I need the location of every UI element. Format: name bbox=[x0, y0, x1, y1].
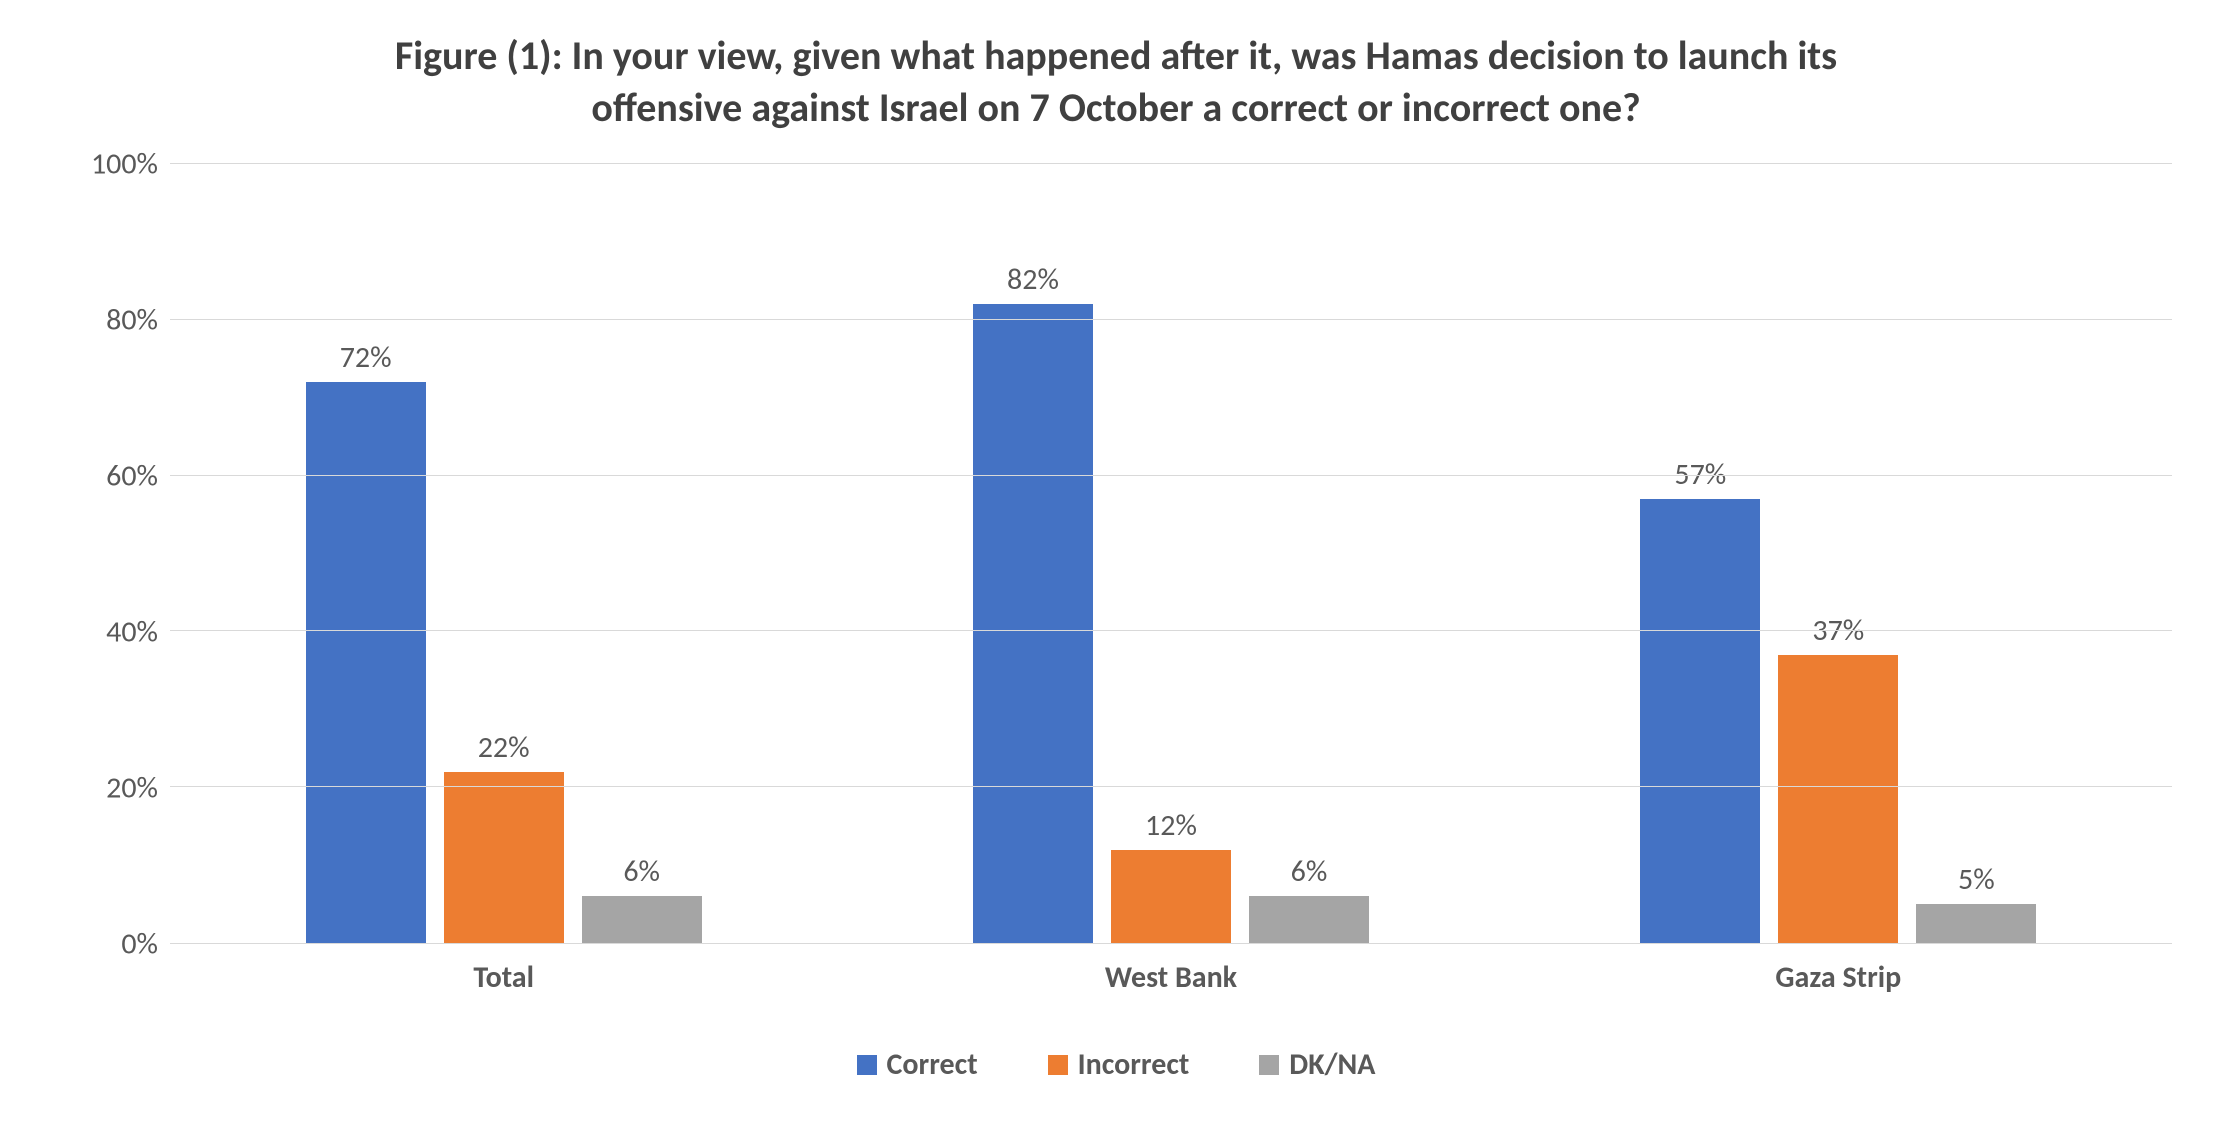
legend-label: Incorrect bbox=[1078, 1046, 1190, 1083]
y-tick-label: 20% bbox=[58, 770, 158, 807]
bar bbox=[1111, 850, 1231, 943]
y-axis: 0%20%40%60%80%100% bbox=[60, 164, 170, 944]
legend-swatch bbox=[1259, 1055, 1279, 1075]
bar-value-label: 12% bbox=[1145, 807, 1197, 844]
bar-wrap: 57% bbox=[1640, 164, 1760, 943]
y-tick-label: 80% bbox=[58, 302, 158, 339]
legend-item: Correct bbox=[857, 1046, 978, 1083]
gridline bbox=[170, 786, 2172, 787]
legend-label: Correct bbox=[887, 1046, 978, 1083]
chart-title: Figure (1): In your view, given what hap… bbox=[316, 30, 1916, 134]
bar-wrap: 72% bbox=[306, 164, 426, 943]
bar-wrap: 82% bbox=[973, 164, 1093, 943]
bar-group: 57%37% 5% bbox=[1505, 164, 2172, 943]
gridline bbox=[170, 319, 2172, 320]
bar-value-label: 6% bbox=[623, 853, 660, 890]
bar-group: 82% 12% 6% bbox=[837, 164, 1504, 943]
y-tick-label: 60% bbox=[58, 458, 158, 495]
bar bbox=[1778, 655, 1898, 943]
y-tick-label: 100% bbox=[58, 146, 158, 183]
chart-container: Figure (1): In your view, given what hap… bbox=[0, 0, 2232, 1140]
gridline bbox=[170, 475, 2172, 476]
grid-and-bars: 72% 22% 6% 82% 12% 6% 57%37% 5% bbox=[170, 164, 2172, 944]
bar-wrap: 37% bbox=[1778, 164, 1898, 943]
x-axis: TotalWest BankGaza Strip bbox=[170, 959, 2172, 996]
plot-area: 0%20%40%60%80%100% 72%22%6%82%12%6%57%37… bbox=[60, 164, 2172, 944]
bar-value-label: 82% bbox=[1007, 261, 1059, 298]
bar-value-label: 72% bbox=[340, 339, 392, 376]
legend-label: DK/NA bbox=[1289, 1046, 1375, 1083]
bar-groups: 72% 22% 6% 82% 12% 6% 57%37% 5% bbox=[170, 164, 2172, 943]
bar bbox=[306, 382, 426, 943]
bar-wrap: 22% bbox=[444, 164, 564, 943]
legend-item: Incorrect bbox=[1048, 1046, 1190, 1083]
legend-item: DK/NA bbox=[1259, 1046, 1375, 1083]
gridline bbox=[170, 630, 2172, 631]
bar bbox=[1916, 904, 2036, 943]
x-category-label: West Bank bbox=[837, 959, 1504, 996]
legend-swatch bbox=[1048, 1055, 1068, 1075]
legend: Correct Incorrect DK/NA bbox=[60, 1046, 2172, 1083]
bar bbox=[582, 896, 702, 943]
legend-swatch bbox=[857, 1055, 877, 1075]
x-category-label: Gaza Strip bbox=[1505, 959, 2172, 996]
bar bbox=[1249, 896, 1369, 943]
bar-wrap: 12% bbox=[1111, 164, 1231, 943]
bar-value-label: 22% bbox=[478, 729, 530, 766]
bar-wrap: 5% bbox=[1916, 164, 2036, 943]
bar-value-label: 5% bbox=[1958, 861, 1995, 898]
bar bbox=[1640, 499, 1760, 943]
bar-value-label: 6% bbox=[1291, 853, 1328, 890]
bar-group: 72% 22% 6% bbox=[170, 164, 837, 943]
y-tick-label: 40% bbox=[58, 614, 158, 651]
bar bbox=[973, 304, 1093, 943]
bar bbox=[444, 772, 564, 943]
bar-wrap: 6% bbox=[1249, 164, 1369, 943]
x-category-label: Total bbox=[170, 959, 837, 996]
y-tick-label: 0% bbox=[58, 926, 158, 963]
bar-wrap: 6% bbox=[582, 164, 702, 943]
gridline bbox=[170, 163, 2172, 164]
